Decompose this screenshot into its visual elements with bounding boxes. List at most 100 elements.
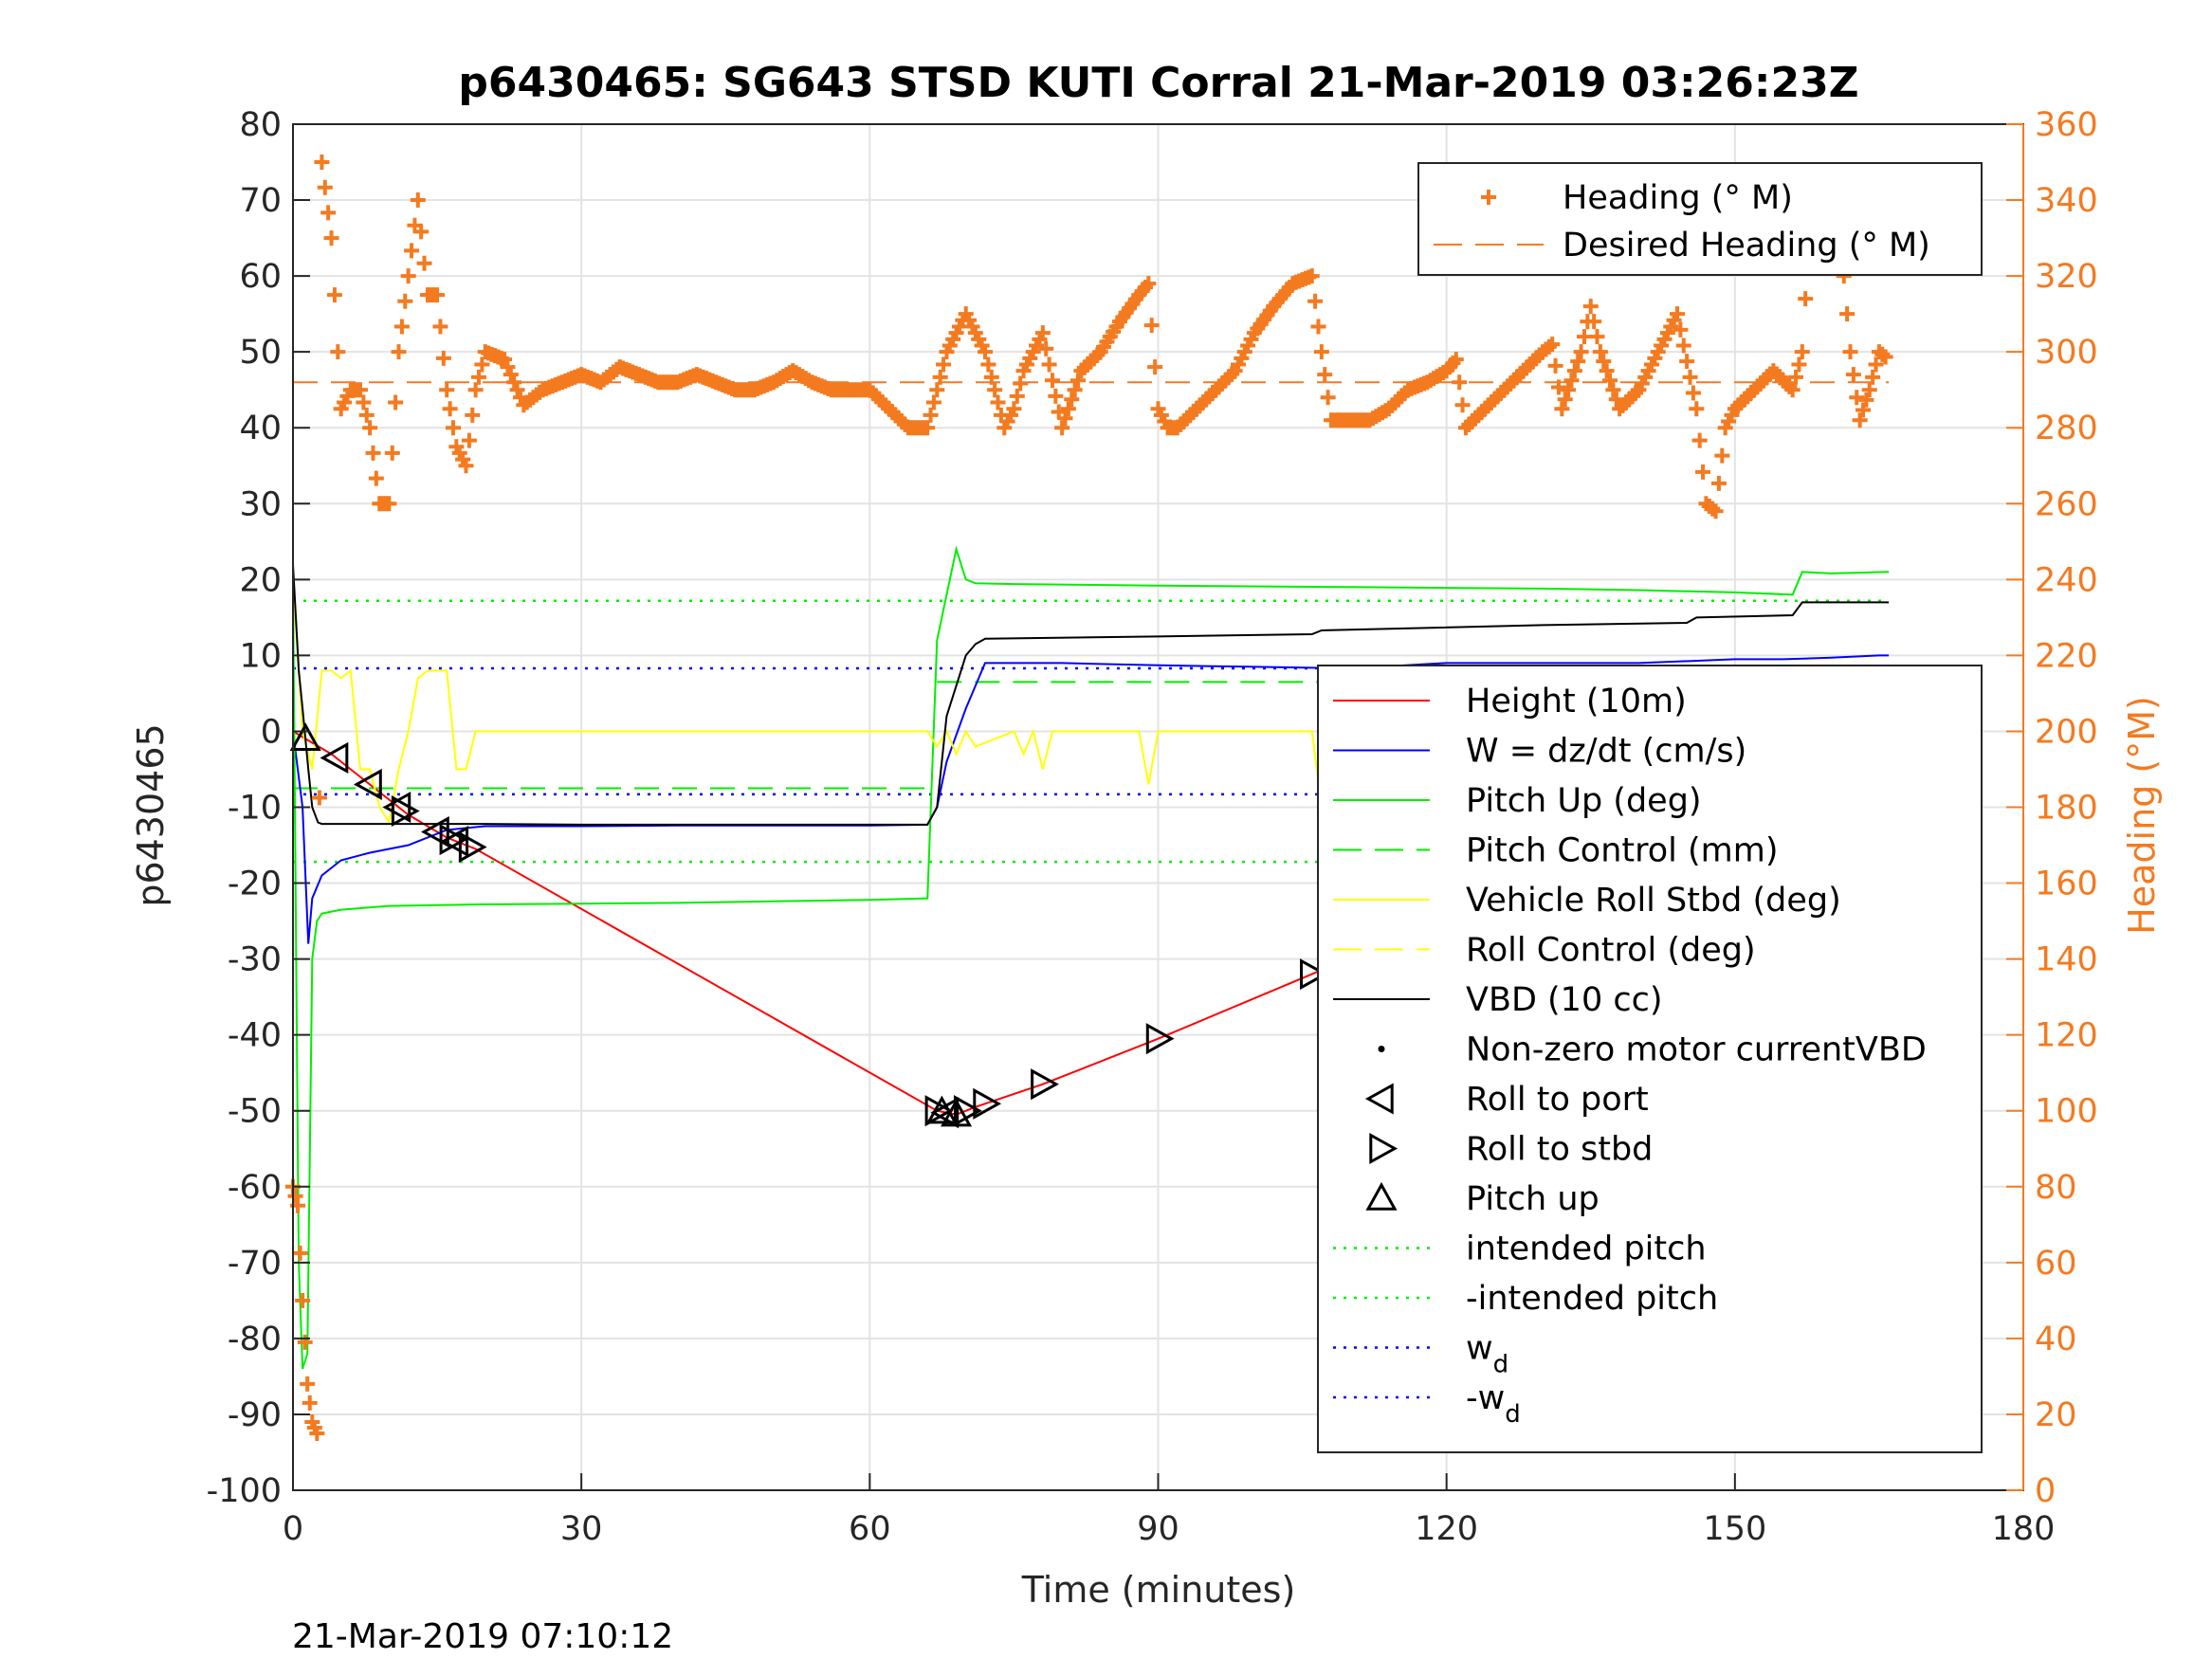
heading-marker bbox=[1557, 392, 1573, 408]
legend-label: Non-zero motor currentVBD bbox=[1466, 1031, 1927, 1069]
heading-marker bbox=[1038, 340, 1054, 356]
plot-area bbox=[285, 155, 1893, 1441]
legend-heading-label: Heading (° M) bbox=[1563, 179, 1793, 217]
y-tick-label-left: -60 bbox=[228, 1169, 282, 1207]
y-tick-label-right: 240 bbox=[2035, 561, 2098, 599]
heading-marker bbox=[1710, 475, 1727, 491]
y-tick-label-right: 180 bbox=[2035, 790, 2098, 828]
heading-marker bbox=[1791, 356, 1807, 373]
heading-marker bbox=[1143, 318, 1160, 334]
heading-marker bbox=[1845, 367, 1861, 383]
heading-marker bbox=[509, 382, 525, 398]
heading-marker bbox=[1070, 373, 1087, 389]
heading-marker bbox=[287, 1188, 303, 1204]
heading-marker bbox=[497, 352, 513, 368]
pitch-series bbox=[292, 545, 1890, 1370]
legend-label: Pitch up bbox=[1466, 1180, 1600, 1218]
heading-marker bbox=[1576, 329, 1592, 345]
heading-marker bbox=[1679, 354, 1695, 370]
heading-marker bbox=[920, 420, 936, 436]
heading-marker bbox=[1147, 359, 1163, 375]
heading-marker bbox=[467, 382, 484, 398]
heading-marker bbox=[1602, 373, 1618, 389]
heading-marker bbox=[1794, 344, 1810, 360]
heading-marker bbox=[1320, 390, 1336, 406]
roll-port-marker bbox=[930, 1097, 960, 1129]
heading-marker bbox=[1582, 299, 1599, 315]
legend-label: Roll to port bbox=[1466, 1081, 1649, 1119]
heading-marker bbox=[925, 394, 941, 410]
heading-marker bbox=[1865, 369, 1881, 385]
heading-marker bbox=[1858, 392, 1874, 408]
y-tick-label-left: 0 bbox=[261, 713, 282, 751]
heading-marker bbox=[1307, 293, 1324, 309]
y-tick-label-left: 70 bbox=[239, 182, 282, 220]
heading-marker bbox=[1784, 382, 1801, 398]
heading-marker bbox=[461, 432, 477, 448]
legend-label: W = dz/dt (cm/s) bbox=[1466, 733, 1746, 771]
heading-marker bbox=[317, 179, 333, 195]
y-tick-label-right: 320 bbox=[2035, 258, 2098, 296]
x-tick-label: 0 bbox=[283, 1510, 303, 1548]
y-tick-label-right: 80 bbox=[2035, 1169, 2077, 1207]
y-tick-label-right: 220 bbox=[2035, 637, 2098, 675]
heading-marker bbox=[474, 356, 490, 373]
y-tick-label-right: 140 bbox=[2035, 941, 2098, 979]
roll-stbd-marker bbox=[973, 1087, 1002, 1120]
legend-label: intended pitch bbox=[1466, 1231, 1707, 1268]
heading-marker bbox=[404, 243, 420, 259]
heading-marker bbox=[410, 192, 426, 209]
y-tick-label-left: -100 bbox=[207, 1472, 282, 1510]
heading-marker bbox=[432, 319, 448, 335]
heading-marker bbox=[1452, 374, 1468, 391]
heading-marker bbox=[391, 344, 407, 360]
y-tick-label-right: 260 bbox=[2035, 485, 2098, 523]
heading-marker bbox=[1034, 325, 1051, 341]
heading-marker bbox=[1547, 357, 1563, 374]
heading-marker bbox=[471, 369, 487, 385]
heading-marker bbox=[1057, 410, 1073, 427]
y-tick-label-right: 0 bbox=[2035, 1472, 2056, 1510]
heading-marker bbox=[1856, 402, 1872, 418]
heading-marker bbox=[1586, 314, 1602, 330]
heading-marker bbox=[1573, 344, 1589, 360]
heading-marker bbox=[1041, 356, 1057, 373]
heading-marker bbox=[929, 382, 945, 398]
legend-swatch bbox=[1364, 1083, 1394, 1115]
heading-marker bbox=[297, 1334, 313, 1350]
y-tick-label-right: 200 bbox=[2035, 713, 2098, 751]
y-tick-label-right: 20 bbox=[2035, 1396, 2077, 1434]
heading-marker bbox=[1673, 321, 1689, 337]
heading-marker bbox=[1689, 401, 1705, 417]
heading-marker bbox=[416, 255, 432, 271]
heading-marker bbox=[330, 344, 346, 360]
heading-marker bbox=[384, 445, 400, 461]
heading-marker bbox=[1570, 354, 1586, 370]
y-tick-label-left: 10 bbox=[239, 637, 282, 675]
heading-marker bbox=[292, 1245, 308, 1261]
heading-marker bbox=[465, 407, 481, 423]
roll-port-marker bbox=[420, 815, 449, 848]
y-tick-label-left: -90 bbox=[228, 1396, 282, 1434]
heading-marker bbox=[1009, 388, 1025, 404]
y-tick-label-left: 50 bbox=[239, 334, 282, 372]
heading-marker bbox=[1798, 291, 1814, 307]
heading-marker bbox=[311, 790, 327, 806]
y-tick-label-left: -70 bbox=[228, 1245, 282, 1283]
heading-marker bbox=[458, 458, 474, 474]
heading-marker bbox=[439, 382, 455, 398]
heading-marker bbox=[309, 1425, 325, 1441]
chart-title: p6430465: SG643 STSD KUTI Corral 21-Mar-… bbox=[458, 59, 1858, 107]
heading-marker bbox=[980, 356, 996, 373]
legend-label: Vehicle Roll Stbd (deg) bbox=[1466, 882, 1841, 920]
y-tick-label-left: 30 bbox=[239, 485, 282, 523]
heading-marker bbox=[362, 420, 378, 436]
legend-label: Roll to stbd bbox=[1466, 1131, 1653, 1169]
heading-marker bbox=[1599, 363, 1615, 379]
heading-marker bbox=[1877, 349, 1893, 365]
heading-marker bbox=[1141, 276, 1157, 292]
roll-stbd-marker bbox=[458, 830, 487, 864]
y-tick-label-left: 80 bbox=[239, 106, 282, 144]
heading-marker bbox=[1561, 382, 1577, 398]
